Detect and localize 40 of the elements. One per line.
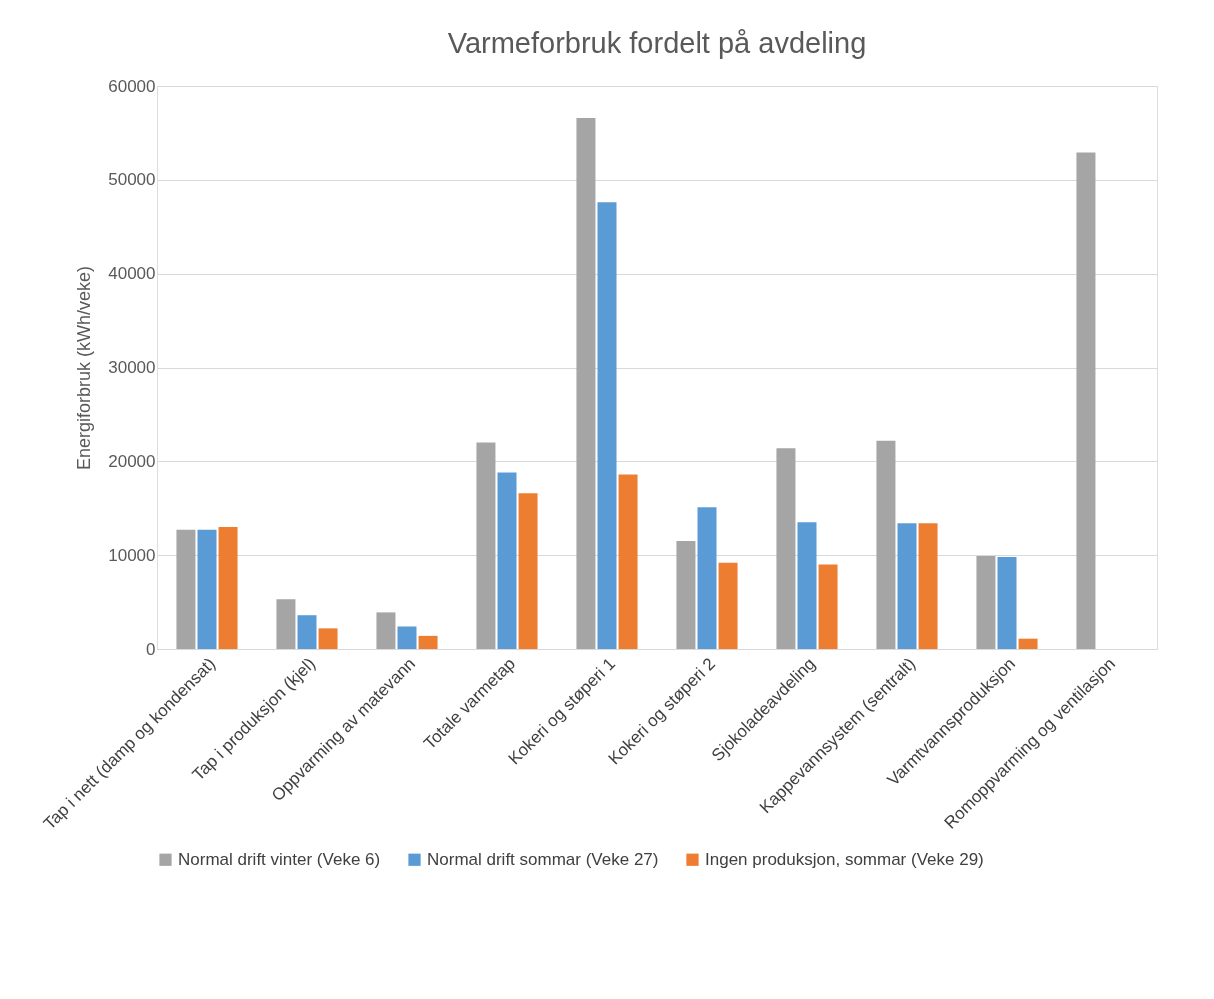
bar bbox=[276, 599, 296, 649]
bar bbox=[497, 472, 517, 649]
bar bbox=[676, 541, 696, 649]
legend-label: Normal drift sommar (Veke 27) bbox=[427, 849, 659, 869]
bar bbox=[618, 474, 638, 649]
bar bbox=[897, 523, 917, 649]
y-axis-title: Energiforbruk (kWh/veke) bbox=[74, 265, 95, 471]
bar bbox=[818, 564, 838, 649]
y-tick-label: 30000 bbox=[108, 358, 156, 377]
y-tick-label: 50000 bbox=[108, 170, 156, 190]
bar bbox=[397, 626, 417, 649]
bar bbox=[597, 202, 617, 649]
legend-label: Ingen produksjon, sommar (Veke 29) bbox=[705, 849, 984, 869]
bar bbox=[997, 557, 1017, 649]
bar bbox=[418, 635, 438, 649]
bar bbox=[197, 529, 217, 649]
bar bbox=[976, 556, 996, 649]
bar bbox=[476, 442, 496, 649]
bar bbox=[518, 493, 538, 649]
bar bbox=[718, 562, 738, 649]
chart-title: Varmeforbruk fordelt på avdeling bbox=[447, 27, 867, 59]
bar bbox=[776, 448, 796, 649]
y-tick-label: 10000 bbox=[108, 545, 156, 565]
bar bbox=[876, 440, 896, 649]
bar bbox=[1018, 638, 1038, 649]
bar bbox=[797, 522, 817, 649]
y-tick-label: 0 bbox=[146, 639, 156, 659]
bar bbox=[576, 117, 596, 649]
bar bbox=[318, 628, 338, 649]
y-tick-label: 20000 bbox=[108, 451, 156, 471]
bar bbox=[176, 529, 196, 649]
legend-label: Normal drift vinter (Veke 6) bbox=[178, 849, 381, 869]
y-tick-label: 40000 bbox=[108, 264, 156, 284]
bar bbox=[218, 527, 238, 649]
bar bbox=[1076, 152, 1096, 649]
bar bbox=[918, 523, 938, 649]
y-tick-label: 60000 bbox=[108, 76, 156, 96]
bar bbox=[376, 612, 396, 649]
bar bbox=[297, 615, 317, 649]
bar bbox=[697, 507, 717, 649]
